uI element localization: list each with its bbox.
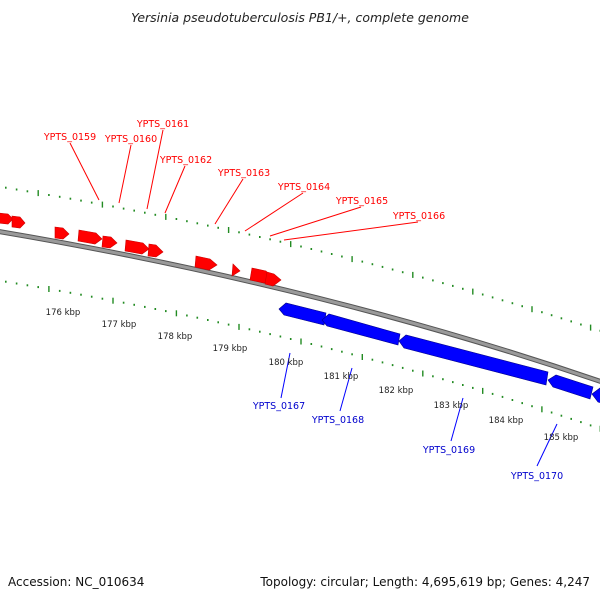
- gene-label-fwd: YPTS_0160: [104, 134, 157, 145]
- reverse-gene: [398, 334, 549, 386]
- kbp-label: 179 kbp: [213, 344, 248, 354]
- forward-gene: [101, 235, 118, 249]
- inner-tick-track: [5, 280, 600, 432]
- gene-label-rev: YPTS_0170: [510, 471, 563, 482]
- forward-gene: [231, 263, 241, 277]
- kbp-label: 185 kbp: [544, 433, 579, 443]
- reverse-gene: [278, 302, 327, 326]
- gene-label-rev: YPTS_0169: [422, 445, 475, 456]
- reverse-label-lines: [280, 352, 558, 467]
- reverse-gene: [591, 387, 600, 403]
- kbp-label: 177 kbp: [102, 320, 137, 330]
- gene-label-rev: YPTS_0168: [311, 415, 364, 426]
- kbp-label: 178 kbp: [158, 332, 193, 342]
- forward-gene: [264, 271, 282, 287]
- forward-gene-track: [0, 212, 282, 287]
- kbp-label: 180 kbp: [269, 358, 304, 368]
- forward-gene: [77, 229, 103, 245]
- outer-tick-track: [5, 186, 600, 332]
- kbp-labels: 176 kbp 177 kbp 178 kbp 179 kbp 180 kbp …: [46, 308, 579, 443]
- forward-gene: [54, 226, 70, 240]
- gene-label-fwd: YPTS_0161: [136, 119, 189, 130]
- gene-label-fwd: YPTS_0162: [159, 155, 212, 166]
- reverse-gene: [321, 313, 401, 346]
- gene-label-fwd: YPTS_0166: [392, 211, 445, 222]
- forward-gene: [0, 212, 14, 225]
- genome-summary-text: Topology: circular; Length: 4,695,619 bp…: [259, 575, 590, 589]
- forward-gene: [194, 255, 218, 271]
- gene-label-rev: YPTS_0167: [252, 401, 305, 412]
- forward-gene: [124, 239, 150, 255]
- gene-label-fwd: YPTS_0163: [217, 168, 270, 179]
- forward-gene: [11, 215, 26, 229]
- accession-text: Accession: NC_010634: [8, 575, 144, 589]
- kbp-label: 182 kbp: [379, 386, 414, 396]
- gene-label-fwd: YPTS_0165: [335, 196, 388, 207]
- backbone: [0, 229, 600, 384]
- forward-gene-labels: YPTS_0159 YPTS_0160 YPTS_0161 YPTS_0162 …: [43, 119, 445, 222]
- reverse-gene-track: [278, 302, 600, 403]
- kbp-label: 184 kbp: [489, 416, 524, 426]
- map-title: Yersinia pseudotuberculosis PB1/+, compl…: [131, 10, 469, 25]
- reverse-gene-labels: YPTS_0167 YPTS_0168 YPTS_0169 YPTS_0170: [252, 401, 563, 482]
- forward-gene: [147, 243, 164, 258]
- gene-label-fwd: YPTS_0159: [43, 132, 96, 143]
- forward-label-lines: [69, 129, 419, 241]
- kbp-label: 176 kbp: [46, 308, 81, 318]
- kbp-label: 183 kbp: [434, 401, 469, 411]
- kbp-label: 181 kbp: [324, 372, 359, 382]
- gene-label-fwd: YPTS_0164: [277, 182, 330, 193]
- reverse-gene: [547, 374, 594, 400]
